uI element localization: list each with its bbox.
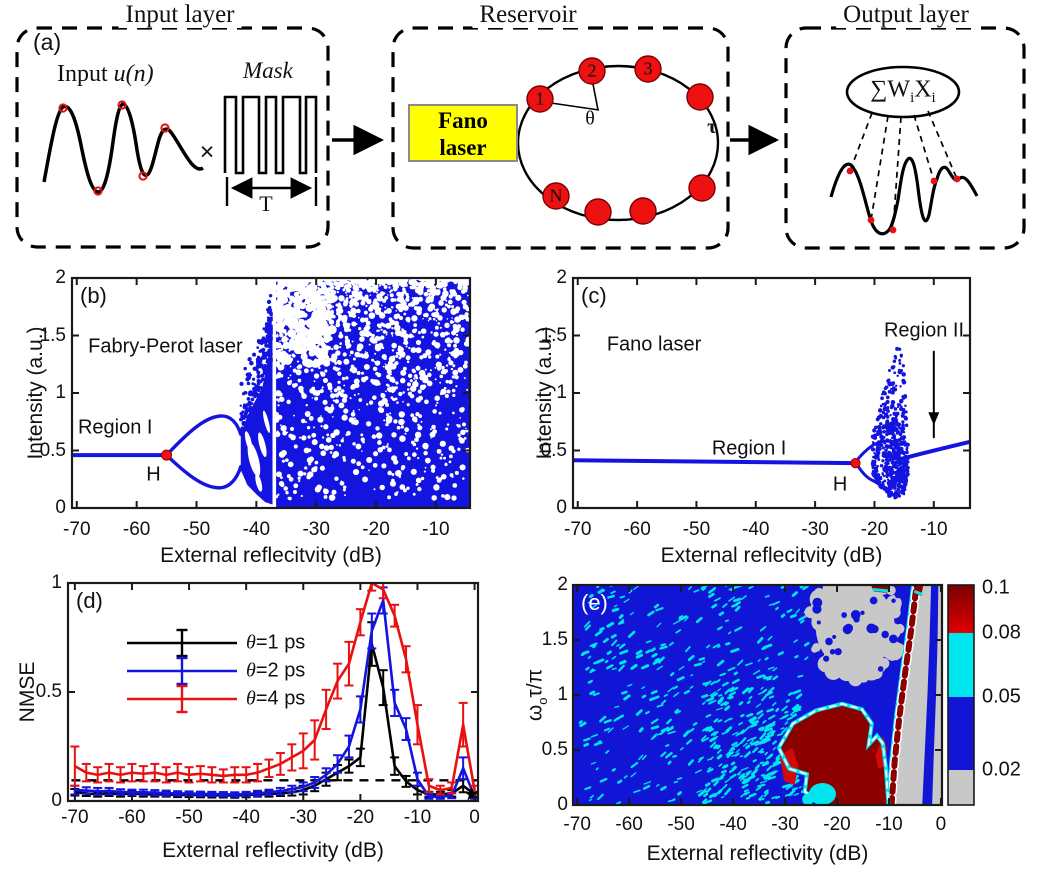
e-x-tick-label: -60	[615, 814, 643, 835]
c-annotation: Region I	[711, 437, 787, 460]
ylabel-part: o	[534, 697, 550, 705]
d-ylabel: NMSE	[15, 661, 39, 723]
d-x-tick-label: -20	[346, 807, 375, 828]
b-x-tick-label: -60	[122, 519, 151, 540]
e-ylabel: ωoτ/π	[523, 668, 550, 722]
c-annotation: Fano laser	[606, 333, 702, 356]
c-y-tick-label: 2	[556, 267, 567, 289]
b-y-tick-label: 0.5	[39, 439, 66, 461]
colorbar-tick-label: 0.1	[982, 576, 1010, 599]
d-x-tick-label: -10	[403, 807, 432, 828]
e-x-tick-label: -50	[667, 814, 695, 835]
e-x-tick-label: 0	[935, 814, 947, 835]
d-y-tick-label: 0.5	[35, 681, 62, 703]
c-x-tick-label: -50	[682, 519, 711, 540]
e-x-tick-label: -20	[823, 814, 851, 835]
c-xlabel: External reflecitvity (dB)	[660, 544, 883, 567]
panel-label-d: (d)	[76, 588, 103, 613]
panel-label-b: (b)	[80, 283, 107, 308]
b-xlabel: External reflecitvity (dB)	[160, 544, 382, 567]
e-y-tick-label: 0.5	[541, 739, 568, 761]
d-x-tick-label: -60	[118, 807, 146, 828]
legend-label-rest: =4 ps	[255, 687, 306, 710]
legend-label-rest: =1 ps	[255, 631, 306, 654]
e-y-tick-label: 1	[557, 684, 568, 706]
b-x-tick-label: -70	[63, 519, 91, 540]
b-x-tick-label: -30	[302, 519, 330, 540]
b-x-tick-label: -40	[242, 519, 271, 540]
d-x-tick-label: -40	[232, 807, 260, 828]
b-x-tick-label: -10	[422, 519, 450, 540]
b-y-tick-label: 0	[55, 497, 66, 519]
colorbar-tick-label: 0.05	[982, 685, 1021, 708]
b-x-tick-label: -50	[182, 519, 211, 540]
d-x-tick-label: -50	[175, 807, 203, 828]
b-x-tick-label: -20	[362, 519, 390, 540]
legend-theta-symbol: θ	[246, 659, 256, 682]
c-y-tick-label: 0.5	[540, 439, 567, 461]
c-y-tick-label: 1.5	[540, 324, 567, 346]
ylabel-part: ω	[523, 704, 547, 722]
d-y-tick-label: 0	[51, 790, 62, 812]
ylabel-part: τ/π	[523, 668, 547, 698]
panel-label-c: (c)	[581, 283, 607, 308]
c-ylabel: Intensity (a.u.)	[532, 326, 556, 460]
legend-label: θ=2 ps	[246, 659, 306, 682]
legend-label-rest: =2 ps	[255, 659, 306, 682]
b-y-tick-label: 2	[55, 267, 66, 289]
e-x-tick-label: -30	[771, 814, 799, 835]
e-y-tick-label: 0	[557, 794, 568, 816]
c-x-tick-label: -60	[623, 519, 651, 540]
c-annotation: H	[832, 473, 848, 496]
legend-theta-symbol: θ	[246, 687, 256, 710]
d-xlabel: External reflectivity (dB)	[162, 839, 384, 862]
b-annotation: H	[146, 463, 161, 486]
d-x-tick-label: -30	[289, 807, 317, 828]
c-x-tick-label: -70	[564, 519, 592, 540]
c-x-tick-label: -30	[801, 519, 829, 540]
c-y-tick-label: 0	[556, 497, 567, 519]
b-y-tick-label: 1	[55, 382, 66, 404]
e-y-tick-label: 1.5	[541, 629, 568, 651]
e-xlabel: External reflectivity (dB)	[646, 842, 869, 865]
legend-theta-symbol: θ	[246, 631, 256, 654]
b-annotation: Fabry-Perot laser	[88, 335, 243, 358]
colorbar-tick-label: 0.08	[982, 621, 1021, 644]
d-x-tick-label: -70	[61, 807, 89, 828]
colorbar-tick-label: 0.02	[982, 758, 1021, 781]
c-annotation: Region II	[883, 319, 965, 342]
c-x-tick-label: -40	[742, 519, 770, 540]
c-y-tick-label: 1	[556, 382, 567, 404]
b-y-tick-label: 1.5	[39, 324, 66, 346]
c-x-tick-label: -20	[860, 519, 889, 540]
c-x-tick-label: -10	[920, 519, 948, 540]
panel-label-e: (e)	[581, 590, 608, 615]
b-ylabel: Intensity (a.u.)	[23, 326, 47, 460]
e-x-tick-label: -40	[719, 814, 747, 835]
d-y-tick-label: 1	[51, 572, 62, 594]
e-y-tick-label: 2	[557, 574, 568, 596]
legend-label: θ=4 ps	[246, 687, 306, 710]
d-x-tick-label: 0	[469, 807, 480, 828]
e-x-tick-label: -70	[563, 814, 591, 835]
e-x-tick-label: -10	[875, 814, 903, 835]
legend-label: θ=1 ps	[246, 631, 306, 654]
b-annotation: Region I	[77, 416, 153, 438]
